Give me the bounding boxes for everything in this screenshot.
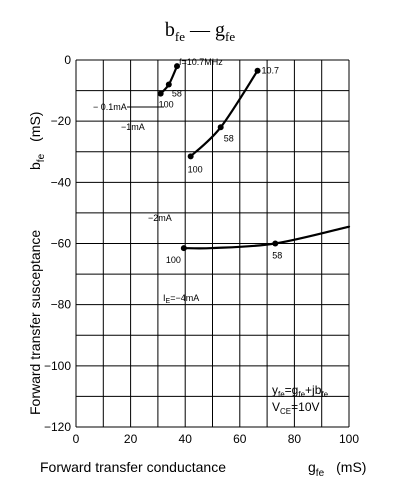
annotation-b-sub: fe — [321, 390, 328, 399]
annotation-g: =g — [285, 383, 299, 397]
y-tick-label: −80 — [51, 298, 72, 312]
x-tick-label: 20 — [124, 432, 138, 446]
point-label: 100 — [188, 164, 203, 174]
annotation-line2: VCE=10V — [272, 400, 320, 416]
point-label: 100 — [166, 255, 181, 265]
x-axis-symbol: gfe (mS) — [308, 459, 366, 479]
annotation-g-sub: fe — [298, 390, 305, 399]
y-tick-label: 0 — [64, 53, 71, 67]
y-axis-label: Forward transfer susceptance — [27, 230, 43, 415]
curve-label-4mA-sym: I — [163, 293, 166, 303]
series-line-2 — [182, 225, 351, 250]
curve-label-4mA: IE=−4mA — [163, 293, 199, 305]
data-point-5 — [254, 67, 261, 74]
chart-title: bfe — gfe — [165, 19, 235, 44]
x-tick-label: 80 — [288, 432, 302, 446]
annotation-y: y — [272, 383, 278, 397]
annotation-v: V — [272, 400, 280, 414]
data-point-3 — [187, 153, 194, 160]
title-symbol-sub: fe — [175, 29, 185, 44]
annotation-v-sub: CE — [280, 407, 291, 416]
x-tick-label: 100 — [339, 432, 359, 446]
annotation-b: +jb — [305, 383, 322, 397]
x-axis-symbol-sub: fe — [316, 468, 325, 479]
y-tick-label: −60 — [51, 237, 72, 251]
x-tick-label: 0 — [73, 432, 80, 446]
y-axis-symbol-sub: fe — [36, 153, 47, 162]
y-tick-label: −120 — [44, 420, 71, 434]
y-tick-label: −40 — [51, 175, 72, 189]
annotation-y-sub: fe — [278, 390, 285, 399]
curve-label-2mA: −2mA — [148, 213, 172, 223]
data-point-2 — [174, 63, 181, 70]
y-axis-unit: (mS) — [27, 112, 43, 142]
y-axis-label-text: Forward transfer susceptance — [27, 230, 43, 415]
curve-label-4mA-sub: E — [166, 298, 171, 305]
curve-label-1mA: −1mA — [121, 122, 145, 132]
x-axis-label: Forward transfer conductance — [40, 459, 226, 475]
curve-label-0.1mA: − 0.1mA — [93, 102, 127, 112]
data-point-6 — [180, 245, 187, 252]
point-label: 100 — [159, 100, 174, 110]
y-tick-label: −100 — [44, 359, 71, 373]
point-label: 58 — [224, 133, 234, 143]
x-tick-label: 40 — [179, 432, 193, 446]
data-point-7 — [272, 240, 279, 247]
data-point-0 — [157, 90, 164, 97]
x-tick-labels: 0 20 40 60 80 100 — [73, 432, 360, 446]
title-separator: — g — [185, 19, 225, 41]
point-label: 58 — [172, 88, 182, 98]
x-axis-unit: (mS) — [336, 459, 366, 475]
data-points — [157, 63, 279, 252]
title-symbol2-sub: fe — [225, 29, 235, 44]
data-point-1 — [165, 81, 172, 88]
title-symbol: b — [165, 19, 175, 41]
series-line-1 — [189, 69, 259, 158]
y-axis-symbol: bfe (mS) — [27, 112, 47, 170]
data-point-4 — [217, 124, 224, 131]
annotation-line1: yfe=gfe+jbfe — [272, 383, 329, 399]
curve-label-4mA-rest: =−4mA — [170, 293, 199, 303]
y-tick-labels: 0 −20 −40 −60 −80 −100 −120 — [44, 53, 71, 434]
point-label: 58 — [272, 251, 282, 261]
y-tick-label: −20 — [51, 114, 72, 128]
point-label: f=10.7MHz — [179, 57, 223, 67]
x-axis-symbol-g: g — [308, 459, 316, 475]
y-axis-symbol-b: b — [27, 162, 43, 170]
x-axis-label-text: Forward transfer conductance — [40, 459, 226, 475]
point-labels: 100 58 f=10.7MHz 100 58 10.7 100 58 — [159, 57, 283, 265]
x-tick-label: 60 — [233, 432, 247, 446]
point-label: 10.7 — [262, 66, 280, 76]
annotation-v-val: =10V — [291, 400, 319, 414]
plot-grid — [75, 59, 350, 428]
